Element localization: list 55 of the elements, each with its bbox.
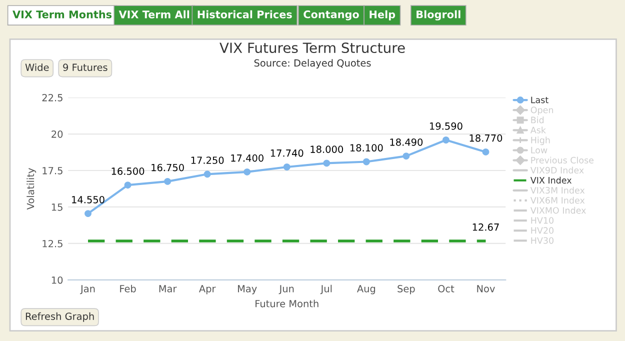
- y-axis-title: Volatility: [26, 168, 36, 210]
- point: [164, 178, 172, 185]
- data-label: 19.590: [430, 122, 462, 130]
- text: 9 Futures: [63, 64, 108, 72]
- y-tick-label: 15: [52, 204, 62, 211]
- data-label: 14.550: [72, 196, 104, 204]
- x-tick-label: Apr: [198, 285, 216, 294]
- chart-title: VIX Futures Term Structure: [220, 42, 405, 54]
- point: [244, 168, 251, 176]
- y-tick-label: 12.5: [42, 240, 62, 248]
- data-label: 12.67: [472, 223, 499, 231]
- data-label: 18.490: [390, 138, 423, 146]
- y-tick-label: 22.5: [42, 94, 62, 102]
- text: VIX Term All: [118, 10, 190, 18]
- chart-subtitle: Source: Delayed Quotes: [254, 59, 371, 69]
- point: [124, 182, 132, 189]
- data-label: 18.770: [470, 134, 502, 142]
- x-tick-label: Oct: [438, 284, 454, 292]
- y-tick-label: 10: [52, 276, 63, 284]
- point: [323, 160, 330, 167]
- x-tick-label: Jun: [278, 285, 294, 294]
- x-axis-title: Future Month: [256, 300, 318, 308]
- x-tick-label: Feb: [120, 284, 136, 292]
- point: [442, 136, 450, 144]
- text: Historical Prices: [198, 10, 292, 18]
- text: Refresh Graph: [26, 312, 94, 322]
- data-label: 16.750: [152, 164, 184, 172]
- x-tick-label: Aug: [357, 285, 376, 294]
- text: Contango: [304, 10, 359, 20]
- data-label: 17.250: [191, 156, 224, 164]
- x-tick-label: Jul: [320, 284, 332, 294]
- text: Blogroll: [416, 10, 460, 20]
- x-tick-label: Mar: [159, 285, 177, 292]
- legend-label: Last: [531, 96, 548, 104]
- point: [204, 170, 211, 178]
- text: VIX Term Months: [12, 10, 112, 18]
- y-tick-label: 17.5: [42, 167, 62, 174]
- x-tick-label: Nov: [477, 285, 495, 292]
- data-label: 16.500: [112, 168, 144, 175]
- x-tick-label: Jan: [80, 285, 95, 294]
- point: [402, 152, 410, 160]
- legend-label: VIX Index: [530, 176, 572, 184]
- x-tick-label: May: [238, 285, 257, 294]
- point: [362, 158, 370, 166]
- data-label: 17.400: [231, 154, 264, 162]
- point: [482, 148, 490, 156]
- x-tick-label: Sep: [398, 284, 415, 294]
- data-label: 18.000: [310, 146, 344, 153]
- point: [84, 210, 92, 218]
- y-tick-label: 20: [52, 130, 63, 138]
- text: Help: [370, 10, 396, 20]
- text: Wide: [25, 63, 49, 72]
- data-label: 17.740: [270, 149, 304, 157]
- point: [283, 164, 290, 170]
- data-label: 18.100: [350, 144, 383, 152]
